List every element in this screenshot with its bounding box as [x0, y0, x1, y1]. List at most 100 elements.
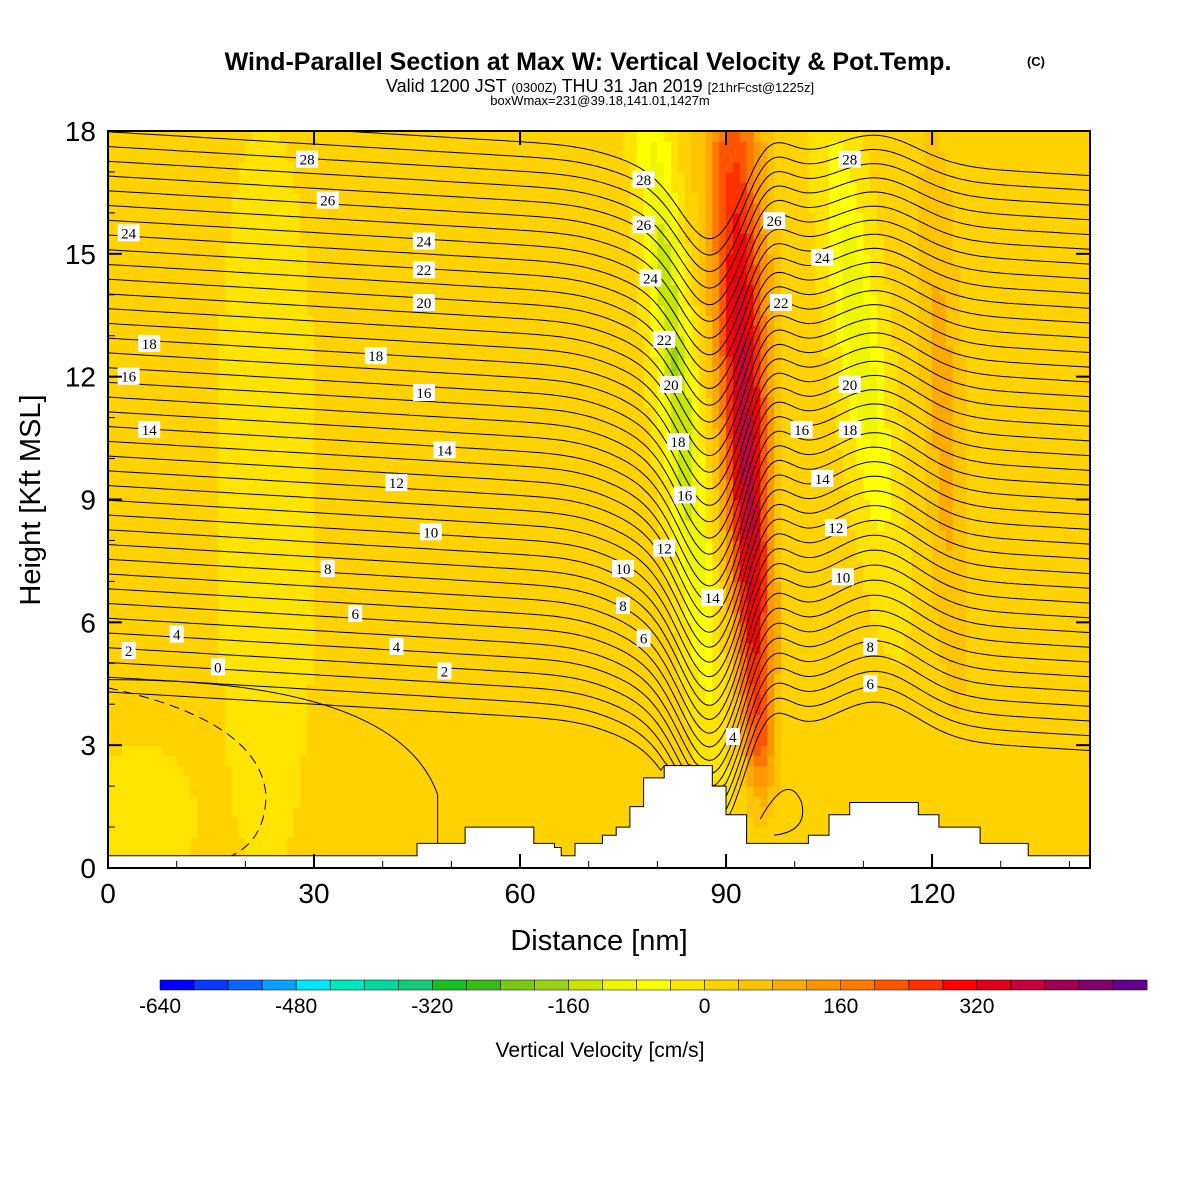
- velocity-cell: [719, 601, 727, 613]
- velocity-cell: [609, 683, 617, 695]
- velocity-cell: [355, 755, 363, 767]
- velocity-cell: [911, 632, 919, 644]
- velocity-cell: [492, 673, 501, 685]
- velocity-cell: [183, 663, 192, 675]
- velocity-cell: [574, 540, 583, 552]
- velocity-cell: [485, 612, 494, 623]
- velocity-cell: [513, 550, 521, 562]
- velocity-cell: [485, 775, 494, 787]
- velocity-cell: [238, 642, 246, 654]
- velocity-cell: [286, 632, 295, 644]
- velocity-cell: [904, 775, 913, 787]
- velocity-cell: [403, 540, 411, 552]
- velocity-cell: [286, 509, 295, 521]
- velocity-cell: [574, 519, 583, 531]
- velocity-cell: [623, 745, 631, 757]
- velocity-cell: [911, 540, 919, 552]
- velocity-cell: [279, 775, 288, 787]
- velocity-cell: [829, 642, 837, 654]
- velocity-cell: [362, 632, 370, 644]
- velocity-cell: [190, 612, 198, 623]
- velocity-cell: [327, 663, 336, 675]
- velocity-cell: [1007, 519, 1016, 531]
- velocity-cell: [698, 560, 707, 572]
- velocity-cell: [835, 786, 844, 797]
- velocity-cell: [787, 653, 796, 664]
- velocity-cell: [320, 704, 329, 716]
- velocity-cell: [547, 806, 555, 818]
- velocity-cell: [128, 704, 137, 716]
- velocity-cell: [986, 796, 995, 808]
- velocity-cell: [794, 509, 803, 521]
- velocity-cell: [341, 591, 349, 603]
- velocity-cell: [890, 673, 899, 685]
- velocity-cell: [602, 571, 610, 582]
- velocity-cell: [650, 673, 658, 685]
- velocity-cell: [162, 540, 171, 552]
- velocity-cell: [458, 755, 466, 767]
- velocity-cell: [300, 724, 308, 736]
- velocity-cell: [568, 560, 576, 572]
- velocity-cell: [842, 683, 851, 695]
- velocity-cell: [1041, 642, 1050, 654]
- velocity-cell: [897, 775, 906, 787]
- velocity-cell: [1069, 663, 1077, 675]
- velocity-cell: [561, 755, 569, 767]
- velocity-cell: [980, 827, 988, 838]
- velocity-cell: [135, 530, 143, 542]
- velocity-cell: [108, 745, 116, 757]
- velocity-cell: [883, 734, 892, 746]
- velocity-cell: [794, 653, 803, 664]
- velocity-cell: [904, 622, 913, 634]
- velocity-cell: [780, 571, 789, 582]
- velocity-cell: [945, 765, 954, 777]
- velocity-cell: [835, 663, 844, 675]
- velocity-cell: [698, 755, 707, 767]
- velocity-cell: [1041, 519, 1050, 531]
- velocity-cell: [526, 560, 535, 572]
- velocity-cell: [568, 530, 576, 542]
- velocity-cell: [334, 571, 343, 582]
- velocity-cell: [478, 806, 487, 818]
- velocity-cell: [492, 632, 501, 644]
- velocity-cell: [815, 734, 823, 746]
- velocity-cell: [1055, 816, 1064, 828]
- velocity-cell: [444, 642, 452, 654]
- velocity-cell: [224, 704, 233, 716]
- velocity-cell: [465, 571, 473, 582]
- velocity-cell: [520, 560, 528, 572]
- velocity-cell: [121, 519, 130, 531]
- velocity-cell: [849, 632, 858, 644]
- velocity-cell: [341, 734, 349, 746]
- velocity-cell: [623, 632, 631, 644]
- velocity-cell: [650, 560, 658, 572]
- velocity-cell: [1062, 806, 1070, 818]
- velocity-cell: [231, 540, 240, 552]
- velocity-cell: [355, 837, 363, 849]
- velocity-cell: [204, 837, 212, 849]
- velocity-cell: [224, 581, 233, 593]
- velocity-cell: [554, 632, 562, 644]
- velocity-cell: [156, 581, 164, 593]
- velocity-cell: [629, 704, 638, 716]
- velocity-cell: [883, 663, 892, 675]
- velocity-cell: [877, 724, 885, 736]
- velocity-cell: [1035, 806, 1043, 818]
- velocity-cell: [574, 796, 583, 808]
- velocity-cell: [1083, 775, 1090, 787]
- velocity-cell: [602, 581, 610, 593]
- velocity-cell: [787, 673, 796, 685]
- velocity-cell: [904, 765, 913, 777]
- velocity-cell: [142, 724, 150, 736]
- velocity-cell: [829, 632, 837, 644]
- velocity-cell: [568, 775, 576, 787]
- velocity-cell: [471, 786, 480, 797]
- velocity-cell: [403, 632, 411, 644]
- velocity-cell: [1062, 837, 1070, 849]
- velocity-cell: [162, 550, 171, 562]
- velocity-cell: [190, 591, 198, 603]
- velocity-cell: [1041, 745, 1050, 757]
- velocity-cell: [561, 827, 569, 838]
- velocity-cell: [128, 827, 137, 838]
- velocity-cell: [327, 642, 336, 654]
